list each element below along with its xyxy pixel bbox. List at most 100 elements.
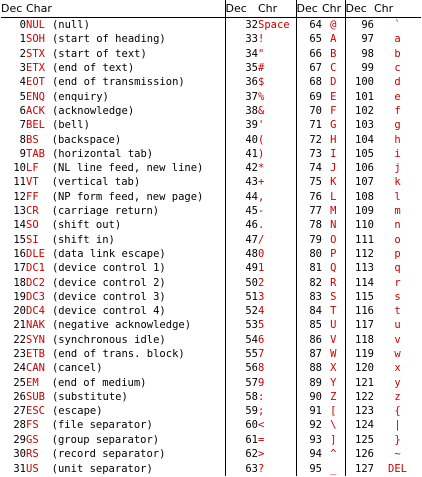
control-dec: 28: [13, 419, 26, 432]
col4-dec: 114: [344, 275, 374, 290]
col3-dec: 69: [295, 89, 322, 104]
control-dec: 6: [19, 104, 26, 117]
col2-chr: >: [258, 448, 265, 461]
control-abbr: US: [26, 462, 39, 475]
col4-chr: p: [394, 247, 401, 260]
col3-dec: 91: [295, 404, 322, 419]
control-name-cell: SUB (substitute): [26, 390, 225, 404]
col3-chr: N: [330, 219, 337, 232]
col4-dec: 96: [344, 17, 374, 33]
control-dec: 23: [13, 347, 26, 360]
control-dec: 29: [13, 433, 26, 446]
control-dec: 18: [13, 276, 26, 289]
col3-chr: W: [330, 347, 337, 360]
table-row: 27 ESC (escape) 59; 91[123{: [1, 404, 421, 419]
col4-chr: l: [394, 190, 401, 203]
control-desc: (device control 1): [51, 262, 166, 275]
table-row: 0 NUL (null) 32 Space 64 @96 `: [1, 17, 421, 33]
control-name-cell: FF (NP form feed, new page): [26, 190, 225, 204]
table-row: 3 ETX (end of text) 35 #67 C 99 c: [1, 60, 421, 76]
col2-chr: $: [258, 76, 265, 89]
col4-chr: x: [394, 362, 401, 375]
col4-chr: q: [394, 262, 401, 275]
col4-chr: h: [394, 133, 401, 146]
control-dec: 21: [13, 319, 26, 332]
header-dec-4: Dec: [344, 0, 374, 18]
control-desc: (group separator): [51, 433, 160, 446]
col2-chr: %: [258, 90, 265, 103]
control-name-cell: SO (shift out): [26, 218, 225, 232]
col4-dec: 117: [344, 318, 374, 333]
col2-dec: 43: [224, 175, 258, 190]
col3-chr: M: [330, 205, 337, 218]
table-row: 5 ENQ (enquiry) 37% 69 E 101 e: [1, 89, 421, 104]
col3-dec: 93: [295, 432, 322, 447]
col2-dec: 55: [224, 346, 258, 362]
col4-chr: o: [394, 233, 401, 246]
control-desc: (synchronous idle): [51, 333, 166, 346]
col2-dec: 38: [224, 103, 258, 119]
col3-chr: Z: [330, 390, 337, 403]
col2-chr: ;: [258, 405, 265, 418]
control-dec: 13: [13, 205, 26, 218]
control-abbr: ACK: [26, 104, 45, 117]
control-abbr: NUL: [26, 19, 45, 32]
table-row: 31 US (unit separator) 63? 95 _ 127 DEL: [1, 461, 421, 476]
table-row: 1 SOH (start of heading) 33! 65 A 97 a: [1, 32, 421, 47]
col4-chr: f: [394, 104, 401, 117]
col4-dec: 98: [344, 46, 374, 61]
col2-dec: 32: [224, 17, 258, 33]
col4-dec: 125: [344, 432, 374, 447]
col2-chr: #: [258, 62, 265, 75]
control-dec: 10: [13, 162, 26, 175]
col4-dec: 99: [344, 60, 374, 76]
col3-chr: D: [330, 76, 337, 89]
col3-dec: 92: [295, 418, 322, 433]
col2-chr: &: [258, 104, 265, 117]
control-name-cell: EOT (end of transmission): [26, 75, 225, 89]
col2-chr: <: [258, 419, 265, 432]
col3-dec: 90: [295, 389, 322, 405]
col4-dec: 103: [344, 118, 374, 133]
col2-dec: 52: [224, 303, 258, 319]
header-row: Dec Char Dec Chr Dec Chr Dec Chr: [1, 0, 421, 18]
col2-chr: (: [258, 133, 265, 146]
col3-dec: 87: [295, 346, 322, 362]
col3-chr: O: [330, 233, 337, 246]
control-desc: (shift out): [51, 219, 122, 232]
col4-dec: 126: [344, 446, 374, 462]
control-name-cell: DLE (data link escape): [26, 247, 225, 261]
control-desc: (device control 4): [51, 305, 166, 318]
control-dec: 0: [19, 19, 26, 32]
control-abbr: ETX: [26, 62, 45, 75]
col2-chr: 1: [258, 262, 265, 275]
col4-dec: 108: [344, 189, 374, 204]
col3-chr: J: [330, 162, 337, 175]
control-name-cell: SI (shift in): [26, 232, 225, 246]
col3-dec: 77: [295, 203, 322, 219]
control-abbr: DC3: [26, 290, 45, 303]
control-desc: (substitute): [51, 390, 128, 403]
table-row: 2 STX (start of text) 34 " 66 B 98 b: [1, 46, 421, 61]
control-desc: (bell): [51, 119, 90, 132]
control-desc: (end of medium): [51, 376, 147, 389]
col4-dec: 116: [344, 303, 374, 319]
col4-dec: 104: [344, 132, 374, 147]
col2-chr: 5: [258, 319, 265, 332]
col3-chr: Q: [330, 262, 337, 275]
col2-chr: -: [258, 205, 265, 218]
col4-dec: 118: [344, 332, 374, 347]
col3-dec: 65: [295, 32, 322, 47]
col3-chr: C: [330, 62, 337, 75]
col3-dec: 68: [295, 75, 322, 90]
col2-dec: 50: [224, 275, 258, 290]
table-row: 25 EM (end of medium) 57 9 89 Y 121 y: [1, 375, 421, 390]
table-row: 18 DC2 (device control 2) 50 2 82 R 114 r: [1, 275, 421, 290]
control-dec: 22: [13, 333, 26, 346]
col4-dec: 113: [344, 261, 374, 276]
col2-chr: 4: [258, 305, 265, 318]
col4-chr: t: [394, 305, 401, 318]
col2-dec: 56: [224, 361, 258, 376]
col4-chr: b: [394, 47, 401, 60]
control-abbr: CAN: [26, 362, 45, 375]
